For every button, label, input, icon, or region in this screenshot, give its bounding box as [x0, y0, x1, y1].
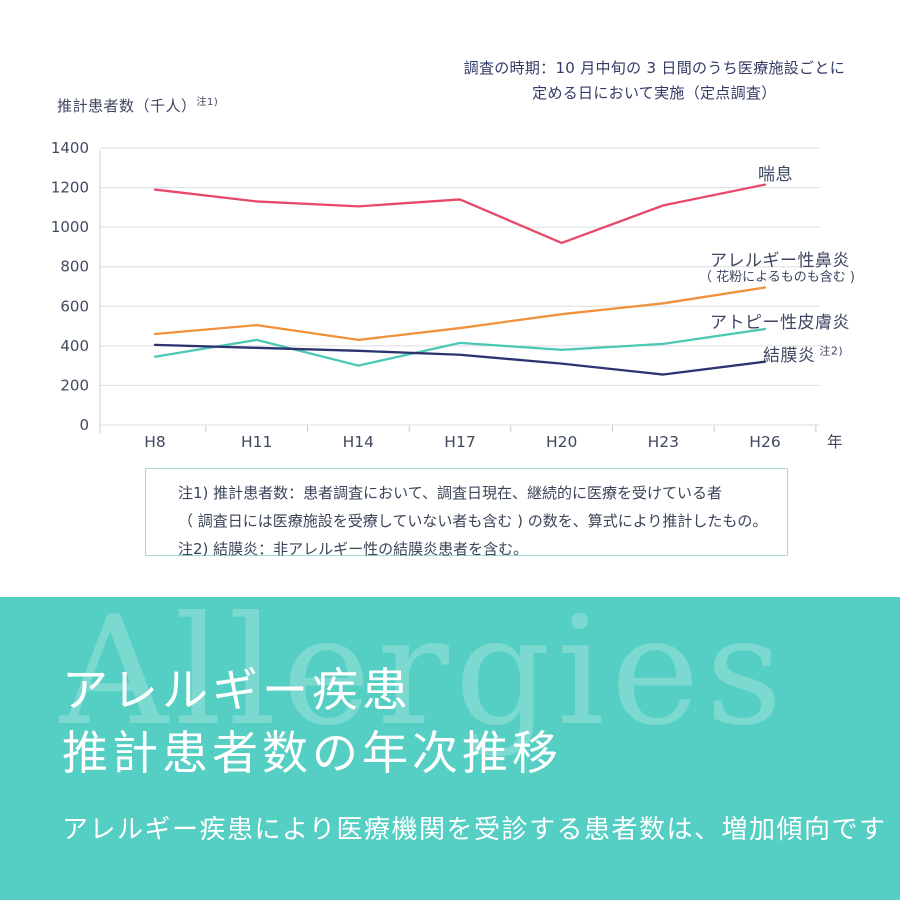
y-axis-title: 推計患者数（千人）注1): [57, 93, 218, 116]
series-label-rhinitis: アレルギー性鼻炎: [710, 251, 850, 271]
svg-text:1200: 1200: [51, 179, 89, 197]
series-label-conjunctivitis-text: 結膜炎: [763, 346, 816, 366]
series-label-asthma: 喘息: [758, 165, 793, 185]
svg-text:H26: H26: [749, 433, 780, 451]
series-label-dermatitis: アトピー性皮膚炎: [710, 313, 850, 333]
svg-text:0: 0: [79, 416, 89, 434]
series-label-rhinitis-note: （ 花粉によるものも含む ): [699, 270, 855, 285]
title-banner: Allergies アレルギー疾患 推計患者数の年次推移 アレルギー疾患により医…: [0, 597, 900, 900]
svg-text:400: 400: [60, 337, 89, 355]
svg-text:H11: H11: [241, 433, 272, 451]
svg-text:200: 200: [60, 376, 89, 394]
svg-text:年: 年: [827, 433, 843, 451]
banner-title-line2: 推計患者数の年次推移: [62, 726, 562, 780]
svg-text:H8: H8: [144, 433, 166, 451]
svg-text:H23: H23: [648, 433, 679, 451]
footnotes-box: 注1) 推計患者数：患者調査において、調査日現在、継続的に医療を受けている者 （…: [145, 468, 788, 558]
y-axis-title-footnote-ref: 注1): [196, 97, 219, 108]
survey-note-line1: 調査の時期：10 月中旬の 3 日間のうち医療施設ごとに: [463, 59, 845, 77]
line-chart: 0 200 400 600 800 1000 1200 1400 H8 H11 H14 H17 H20 H…: [51, 140, 843, 451]
y-axis-title-text: 推計患者数（千人）: [57, 97, 197, 115]
svg-text:1000: 1000: [51, 218, 89, 236]
banner-title: アレルギー疾患 推計患者数の年次推移: [62, 659, 562, 785]
series-label-conjunctivitis: 結膜炎 注2): [763, 341, 843, 366]
watermark-text: Allergies: [60, 597, 789, 759]
survey-note-line2: 定める日において実施（定点調査）: [532, 84, 777, 102]
svg-text:800: 800: [60, 258, 89, 276]
svg-text:600: 600: [60, 297, 89, 315]
banner-subtitle: アレルギー疾患により医療機関を受診する患者数は、増加傾向です: [62, 815, 887, 845]
footnote-2: 注2) 結膜炎：非アレルギー性の結膜炎患者を含む。: [178, 540, 529, 558]
svg-text:1400: 1400: [51, 140, 89, 157]
survey-period-note: 調査の時期：10 月中旬の 3 日間のうち医療施設ごとに 定める日において実施（…: [464, 56, 845, 106]
footnote-1-line2: （ 調査日には医療施設を受療していない者も含む ) の数を、算式により推計したも…: [178, 512, 768, 530]
svg-text:H14: H14: [343, 433, 374, 451]
footnote-1-line1: 注1) 推計患者数：患者調査において、調査日現在、継続的に医療を受けている者: [178, 484, 722, 502]
series-label-conjunctivitis-footnote-ref: 注2): [819, 344, 844, 358]
svg-text:H20: H20: [546, 433, 577, 451]
banner-title-line1: アレルギー疾患: [62, 663, 412, 717]
svg-text:H17: H17: [444, 433, 475, 451]
